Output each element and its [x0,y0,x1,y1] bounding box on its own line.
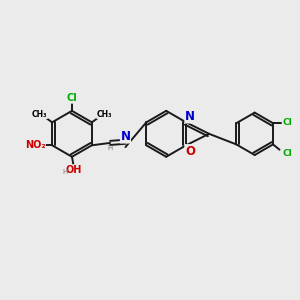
Text: H: H [62,169,67,175]
Text: H: H [107,145,113,151]
Text: CH₃: CH₃ [97,110,112,118]
Text: OH: OH [66,165,82,175]
Text: CH₃: CH₃ [32,110,47,118]
Text: Cl: Cl [67,93,77,103]
Text: Cl: Cl [283,118,292,127]
Text: Cl: Cl [282,149,292,158]
Text: O: O [185,145,195,158]
Text: NO₂: NO₂ [25,140,45,150]
Text: N: N [185,110,195,123]
Text: N: N [120,130,130,143]
